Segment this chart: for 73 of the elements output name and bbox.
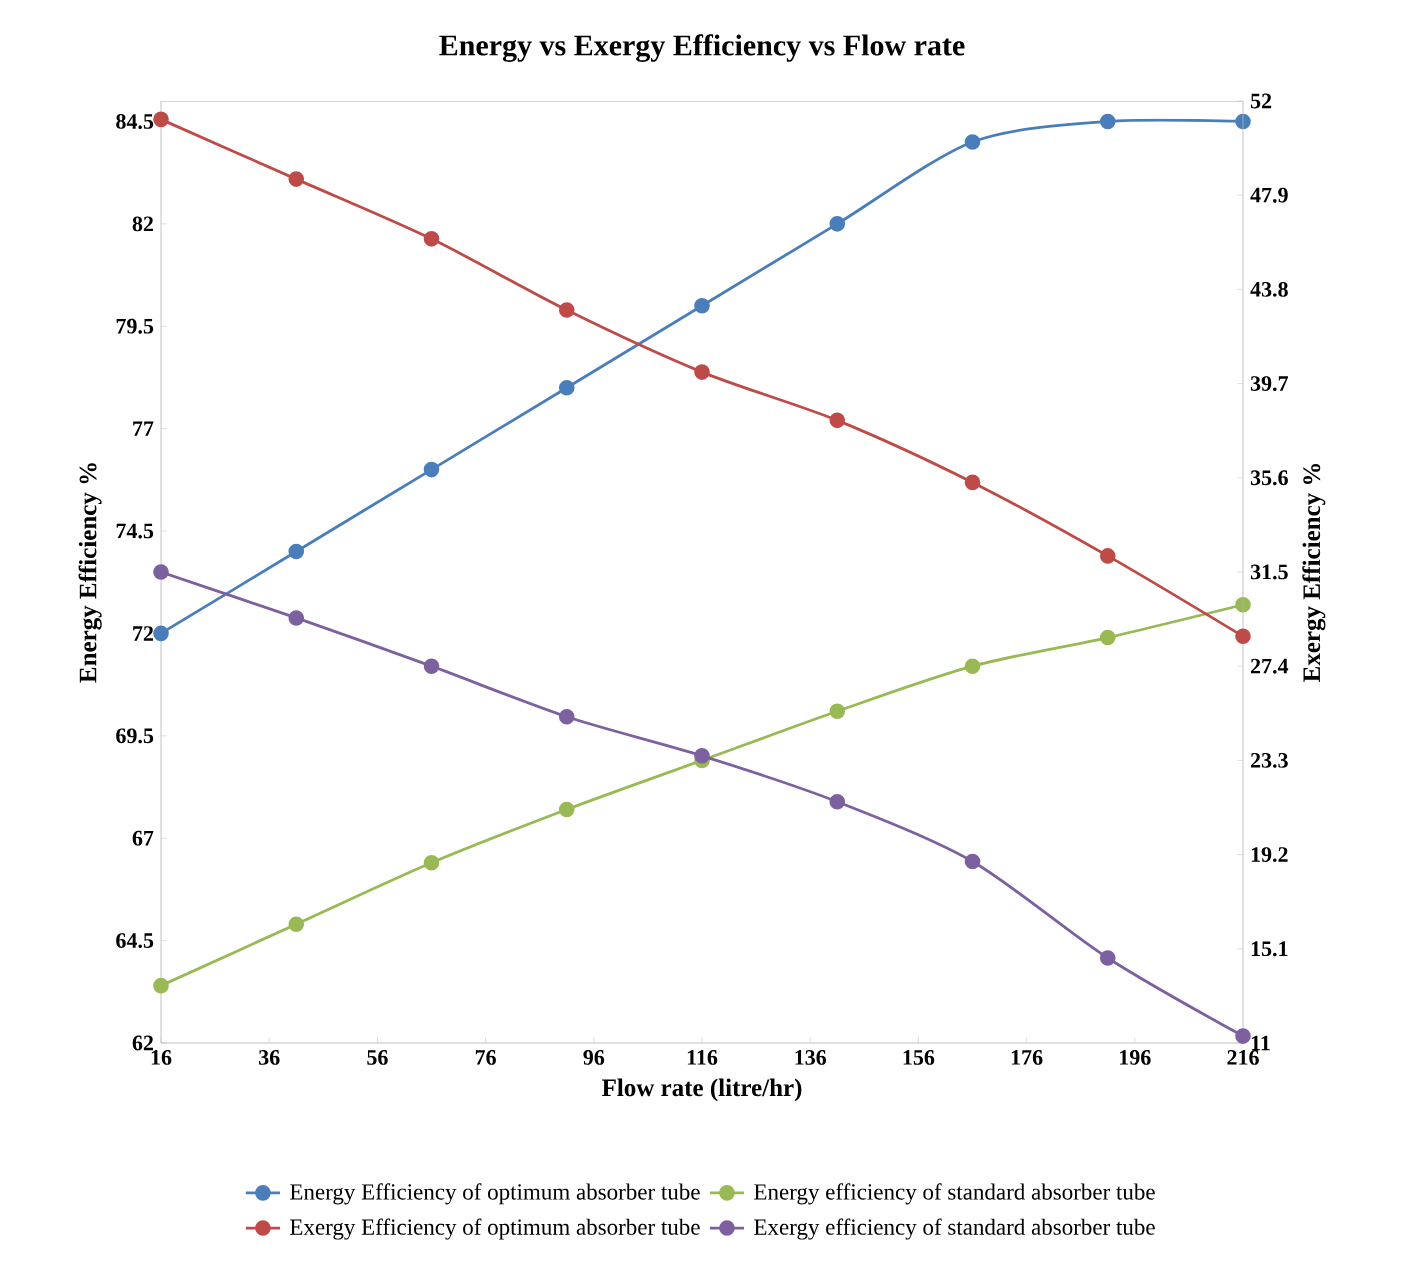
point — [1099, 548, 1116, 564]
x-tick-label: 136 — [795, 1050, 827, 1065]
y-tick-label: 69.5 — [116, 728, 154, 744]
point — [964, 853, 981, 870]
point — [558, 801, 575, 818]
point — [964, 658, 981, 674]
x-tick-label: 16 — [151, 1050, 172, 1065]
y2-tick-label: 19.2 — [1251, 847, 1288, 863]
y-tick-label: 74.5 — [116, 523, 154, 539]
point — [694, 747, 710, 764]
point — [1099, 950, 1116, 966]
point — [1235, 1028, 1251, 1044]
y-tick-label: 77 — [133, 421, 154, 436]
point — [423, 231, 440, 247]
point — [288, 543, 305, 560]
x-tick-label: 36 — [259, 1050, 280, 1065]
y2-tick-label: 11 — [1251, 1035, 1270, 1051]
point — [694, 297, 710, 314]
y2-tick-label: 39.7 — [1250, 376, 1289, 392]
point — [288, 610, 305, 626]
point — [288, 171, 305, 187]
x-tick-label: 156 — [903, 1050, 935, 1065]
point — [423, 461, 440, 478]
point — [964, 134, 981, 150]
y-tick-label: 67 — [132, 830, 154, 846]
point — [423, 658, 440, 674]
point — [829, 216, 846, 232]
point — [558, 379, 575, 396]
y-tick-label: 84.5 — [116, 114, 154, 129]
point — [829, 703, 846, 720]
y2-tick-label: 27.4 — [1250, 658, 1289, 674]
y2-axis-title: Exergy Efficiency % — [1302, 463, 1326, 682]
y-tick-label: 72 — [133, 626, 153, 641]
point — [288, 916, 305, 933]
point — [964, 474, 981, 491]
y2-tick-label: 31.5 — [1250, 564, 1288, 580]
y2-tick-label: 47.9 — [1250, 187, 1288, 203]
y-axis-title: Energy Efficiency % — [78, 463, 102, 683]
point — [1099, 629, 1116, 646]
point — [1099, 113, 1116, 130]
point — [829, 793, 846, 810]
point — [694, 364, 710, 380]
y2-tick-label: 35.6 — [1250, 470, 1288, 486]
x-tick-label: 116 — [687, 1050, 718, 1065]
x-tick-label: 216 — [1227, 1050, 1259, 1065]
x-tick-label: 56 — [367, 1050, 388, 1065]
y2-tick-label: 23.3 — [1250, 752, 1288, 768]
y2-tick-label: 52 — [1250, 93, 1272, 109]
point — [423, 854, 440, 871]
point — [558, 302, 575, 318]
legend-label: Energy efficiency of standard absorber tube — [754, 1183, 1155, 1205]
point — [153, 977, 169, 994]
x-tick-label: 96 — [583, 1050, 605, 1065]
x-tick-label: 196 — [1120, 1050, 1151, 1065]
point — [1235, 628, 1251, 645]
y-tick-label: 79.5 — [116, 318, 154, 334]
legend-label: Exergy Efficiency of optimum absorber tube — [290, 1218, 700, 1240]
point — [829, 412, 846, 429]
x-tick-label: 76 — [475, 1050, 496, 1065]
y-tick-label: 62 — [132, 1035, 153, 1051]
point — [153, 564, 169, 580]
point — [153, 625, 169, 642]
chart-title: Energy vs Exergy Efficiency vs Flow rate — [439, 34, 965, 62]
x-axis-title: Flow rate (litre/hr) — [602, 1078, 802, 1102]
y-tick-label: 64.5 — [116, 933, 154, 949]
point — [558, 708, 575, 725]
legend-label: Energy Efficiency of optimum absorber tube — [290, 1183, 700, 1205]
x-tick-label: 176 — [1011, 1050, 1043, 1065]
point — [153, 111, 169, 128]
y2-tick-label: 43.8 — [1250, 281, 1288, 297]
y2-tick-label: 15.1 — [1251, 941, 1288, 957]
legend-label: Exergy efficiency of standard absorber tube — [754, 1218, 1155, 1240]
y-tick-label: 82 — [132, 216, 153, 232]
